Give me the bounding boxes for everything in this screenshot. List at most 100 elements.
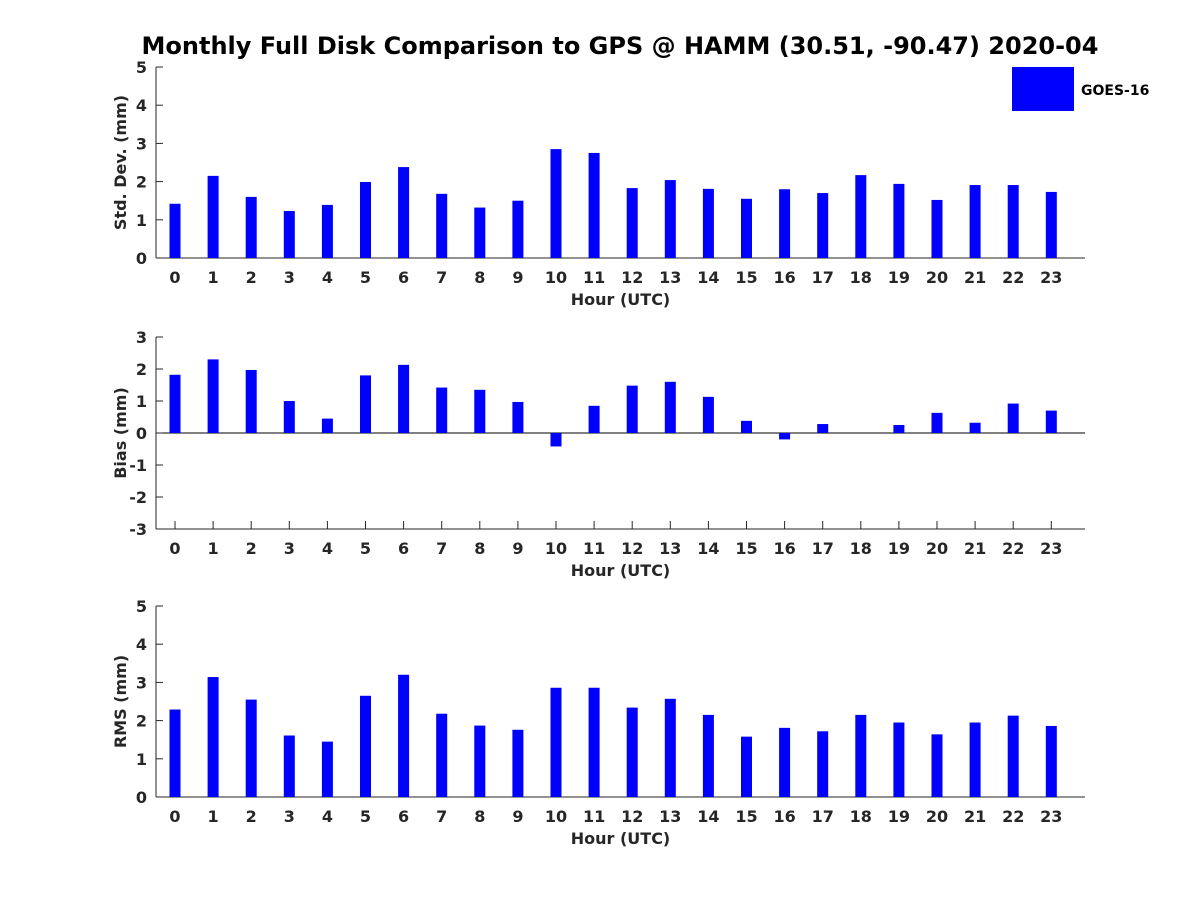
x-tick-label: 10 — [545, 539, 567, 558]
bar-hour-20 — [931, 734, 943, 797]
bar-hour-5 — [360, 695, 371, 797]
bar-hour-18 — [855, 714, 867, 797]
bar-hour-20 — [931, 199, 943, 258]
x-tick-label: 11 — [583, 807, 605, 826]
x-tick-label: 3 — [284, 539, 295, 558]
y-tick-label: 2 — [136, 712, 147, 731]
x-tick-label: 1 — [208, 268, 219, 287]
bar-hour-23 — [1045, 410, 1057, 433]
bar-hour-2 — [245, 369, 257, 433]
bar-hour-19 — [893, 722, 905, 797]
x-tick-label: 1 — [208, 807, 219, 826]
x-tick-label: 10 — [545, 268, 567, 287]
bar-hour-18 — [855, 175, 867, 258]
bar-hour-13 — [664, 180, 676, 258]
y-tick-label: 4 — [136, 96, 147, 115]
bar-hour-10 — [550, 149, 562, 258]
x-tick-label: 18 — [850, 539, 872, 558]
y-tick-label: 0 — [136, 424, 147, 443]
x-tick-label: 5 — [360, 539, 371, 558]
x-tick-label: 4 — [322, 807, 333, 826]
x-tick-label: 17 — [812, 807, 834, 826]
bar-hour-4 — [321, 204, 333, 258]
x-tick-label: 2 — [246, 539, 257, 558]
bar-hour-15 — [741, 198, 752, 258]
x-tick-label: 0 — [169, 268, 180, 287]
x-tick-label: 21 — [964, 539, 986, 558]
x-tick-label: 0 — [169, 807, 180, 826]
bar-hour-14 — [702, 396, 714, 433]
x-tick-label: 6 — [398, 807, 409, 826]
bar-hour-13 — [664, 381, 676, 433]
x-tick-label: 14 — [697, 807, 719, 826]
bar-hour-5 — [360, 375, 371, 433]
bar-hour-9 — [512, 401, 524, 433]
bar-hour-11 — [588, 405, 600, 433]
y-axis-label: RMS (mm) — [111, 655, 130, 748]
x-tick-label: 2 — [246, 807, 257, 826]
y-axis-label: Bias (mm) — [111, 387, 130, 479]
x-tick-label: 7 — [436, 539, 447, 558]
x-tick-label: 12 — [621, 807, 643, 826]
bar-hour-19 — [893, 183, 905, 258]
x-tick-label: 15 — [735, 807, 757, 826]
x-tick-label: 8 — [474, 807, 485, 826]
legend-swatch — [1012, 67, 1074, 111]
x-tick-label: 13 — [659, 539, 681, 558]
x-tick-label: 16 — [773, 268, 795, 287]
bar-hour-22 — [1007, 403, 1019, 433]
x-tick-label: 21 — [964, 268, 986, 287]
bar-hour-14 — [702, 188, 714, 258]
x-tick-label: 2 — [246, 268, 257, 287]
y-tick-label: 5 — [136, 58, 147, 77]
bar-hour-1 — [207, 175, 219, 258]
x-tick-label: 17 — [812, 268, 834, 287]
x-tick-label: 17 — [812, 539, 834, 558]
bar-hour-21 — [969, 722, 981, 797]
x-tick-label: 23 — [1040, 268, 1062, 287]
legend-label: GOES-16 — [1081, 83, 1149, 99]
x-tick-label: 23 — [1040, 807, 1062, 826]
bar-hour-12 — [626, 707, 638, 797]
x-tick-label: 15 — [735, 539, 757, 558]
bar-hour-10 — [550, 433, 562, 447]
bar-hour-17 — [817, 731, 829, 797]
bar-hour-5 — [360, 181, 371, 258]
x-tick-label: 4 — [322, 268, 333, 287]
x-tick-label: 9 — [512, 539, 523, 558]
bar-hour-13 — [664, 698, 676, 797]
x-tick-label: 22 — [1002, 539, 1024, 558]
y-tick-label: 3 — [136, 673, 147, 692]
x-tick-label: 20 — [926, 539, 948, 558]
x-tick-label: 22 — [1002, 268, 1024, 287]
bar-hour-2 — [245, 699, 257, 797]
y-tick-label: -1 — [129, 456, 147, 475]
x-tick-label: 11 — [583, 268, 605, 287]
y-tick-label: -2 — [129, 488, 147, 507]
x-tick-label: 3 — [284, 807, 295, 826]
bar-hour-2 — [245, 196, 257, 258]
x-tick-label: 18 — [850, 268, 872, 287]
x-tick-label: 16 — [773, 807, 795, 826]
bar-hour-15 — [741, 736, 752, 797]
y-tick-label: 1 — [136, 750, 147, 769]
x-tick-label: 8 — [474, 539, 485, 558]
bar-hour-4 — [321, 741, 333, 797]
bar-hour-17 — [817, 193, 829, 258]
x-tick-label: 7 — [436, 268, 447, 287]
y-tick-label: 2 — [136, 173, 147, 192]
bar-hour-0 — [169, 374, 181, 433]
bar-hour-8 — [474, 725, 486, 797]
y-axis-label: Std. Dev. (mm) — [111, 95, 130, 230]
bar-hour-20 — [931, 412, 943, 433]
bar-hour-7 — [436, 713, 448, 797]
x-tick-label: 1 — [208, 539, 219, 558]
bar-hour-9 — [512, 729, 524, 797]
x-tick-label: 5 — [360, 807, 371, 826]
x-tick-label: 4 — [322, 539, 333, 558]
bar-hour-7 — [436, 193, 448, 258]
bar-hour-19 — [893, 425, 905, 433]
x-tick-label: 7 — [436, 807, 447, 826]
